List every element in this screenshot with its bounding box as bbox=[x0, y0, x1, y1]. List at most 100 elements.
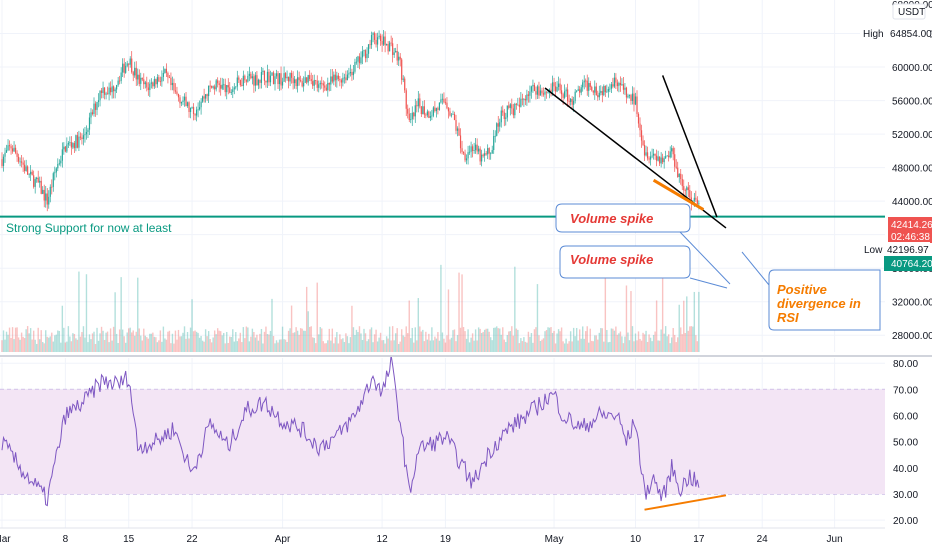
candle-body bbox=[376, 37, 379, 45]
volume-bar bbox=[106, 331, 109, 352]
candle-body bbox=[666, 155, 668, 157]
volume-bar bbox=[450, 337, 453, 352]
volume-bar bbox=[680, 327, 682, 352]
rsi-divergence-trendline[interactable] bbox=[644, 494, 727, 511]
candle-body bbox=[659, 156, 661, 164]
volume-bar bbox=[574, 336, 576, 352]
candle-body bbox=[517, 104, 519, 106]
candle-body bbox=[152, 82, 154, 87]
candle-body bbox=[444, 102, 447, 104]
volume-bar bbox=[612, 328, 614, 352]
volume-bar bbox=[388, 326, 391, 352]
volume-bar bbox=[287, 330, 290, 352]
volume-bar bbox=[603, 341, 605, 352]
volume-bar bbox=[224, 343, 226, 352]
volume-bar bbox=[321, 328, 323, 352]
candle-body bbox=[79, 136, 82, 138]
volume-bar bbox=[309, 326, 311, 352]
candle-body bbox=[1, 159, 3, 166]
candle-body bbox=[553, 82, 555, 87]
candle-layer[interactable] bbox=[1, 30, 700, 212]
candle-body bbox=[550, 89, 552, 93]
time-tick-label: 10 bbox=[630, 534, 642, 545]
candle-body bbox=[100, 90, 103, 93]
candle-body bbox=[446, 102, 448, 109]
volume-bar bbox=[289, 328, 291, 352]
volume-bar bbox=[648, 334, 650, 352]
time-axis[interactable]: Mar 8 15 22 Apr 12 19 May 10 17 24 Jun bbox=[0, 534, 843, 545]
volume-bar bbox=[458, 272, 460, 352]
price-tick-label: 32000.00 bbox=[892, 298, 932, 309]
volume-bar bbox=[687, 330, 689, 352]
volume-bar bbox=[520, 338, 522, 352]
volume-bar bbox=[622, 343, 625, 352]
volume-bar bbox=[105, 332, 107, 352]
candle-body bbox=[310, 78, 312, 82]
volume-bar bbox=[420, 331, 423, 352]
volume-bar bbox=[185, 338, 187, 352]
volume-bar bbox=[147, 338, 150, 352]
volume-bar bbox=[589, 328, 591, 352]
volume-spike-callout-bottom[interactable]: Volume spike bbox=[559, 245, 728, 289]
volume-bar bbox=[580, 338, 582, 352]
volume-bar bbox=[577, 340, 579, 352]
volume-bar bbox=[499, 328, 501, 352]
candle-body bbox=[554, 86, 557, 92]
volume-bar bbox=[591, 340, 593, 352]
volume-bar bbox=[340, 339, 343, 352]
candle-body bbox=[307, 75, 309, 83]
candle-body bbox=[458, 128, 460, 136]
volume-bar bbox=[401, 329, 403, 352]
candle-body bbox=[19, 161, 21, 163]
candle-body bbox=[173, 82, 175, 91]
volume-bar bbox=[342, 338, 344, 352]
candle-body bbox=[591, 86, 593, 91]
trendline-2 bbox=[652, 178, 705, 211]
candle-body bbox=[399, 56, 401, 60]
trendline-layer[interactable] bbox=[544, 75, 727, 229]
candle-body bbox=[46, 193, 48, 205]
candle-body bbox=[168, 77, 171, 79]
volume-bar bbox=[597, 339, 599, 352]
candle-body bbox=[334, 74, 336, 81]
candle-body bbox=[241, 85, 243, 86]
candle-body bbox=[43, 189, 45, 201]
volume-bar bbox=[278, 339, 281, 352]
volume-bar bbox=[695, 335, 697, 352]
volume-bar bbox=[257, 340, 260, 352]
candle-body bbox=[419, 98, 421, 107]
volume-bar bbox=[479, 328, 481, 352]
volume-bar bbox=[523, 337, 525, 352]
candle-body bbox=[244, 75, 246, 81]
candle-body bbox=[689, 190, 691, 198]
rsi-divergence-callout[interactable]: Positive divergence in RSI bbox=[741, 251, 881, 331]
volume-bar bbox=[269, 330, 272, 352]
volume-bar bbox=[316, 282, 318, 352]
currency-box[interactable] bbox=[892, 3, 926, 20]
volume-bar bbox=[663, 333, 665, 352]
volume-bar bbox=[544, 331, 546, 352]
time-tick-label: 17 bbox=[693, 534, 705, 545]
volume-bar bbox=[265, 326, 267, 352]
candle-body bbox=[182, 100, 184, 102]
volume-bar bbox=[607, 342, 610, 352]
candle-body bbox=[660, 157, 662, 164]
trendline-1 bbox=[661, 75, 718, 218]
candle-body bbox=[622, 84, 625, 90]
price-axis[interactable]: 28000.0032000.0036000.0040000.0044000.00… bbox=[892, 0, 932, 342]
rsi-line[interactable] bbox=[1, 355, 700, 507]
rsi-tick-label: 60.00 bbox=[893, 412, 918, 423]
candle-body bbox=[643, 144, 646, 156]
candle-body bbox=[506, 105, 508, 118]
candle-body bbox=[383, 36, 385, 45]
candle-body bbox=[106, 93, 109, 95]
last-price-marker: 40764.20 bbox=[884, 256, 932, 271]
rsi-axis[interactable]: 20.00 30.00 40.00 50.00 60.00 70.00 80.00 bbox=[893, 359, 918, 527]
candle-body bbox=[235, 86, 237, 88]
volume-bar bbox=[502, 327, 504, 352]
volume-bar bbox=[221, 335, 223, 352]
candle-body bbox=[5, 150, 8, 153]
volume-spike-callout-top[interactable]: Volume spike bbox=[555, 203, 731, 285]
volume-bar bbox=[551, 332, 554, 352]
candle-body bbox=[573, 100, 575, 105]
